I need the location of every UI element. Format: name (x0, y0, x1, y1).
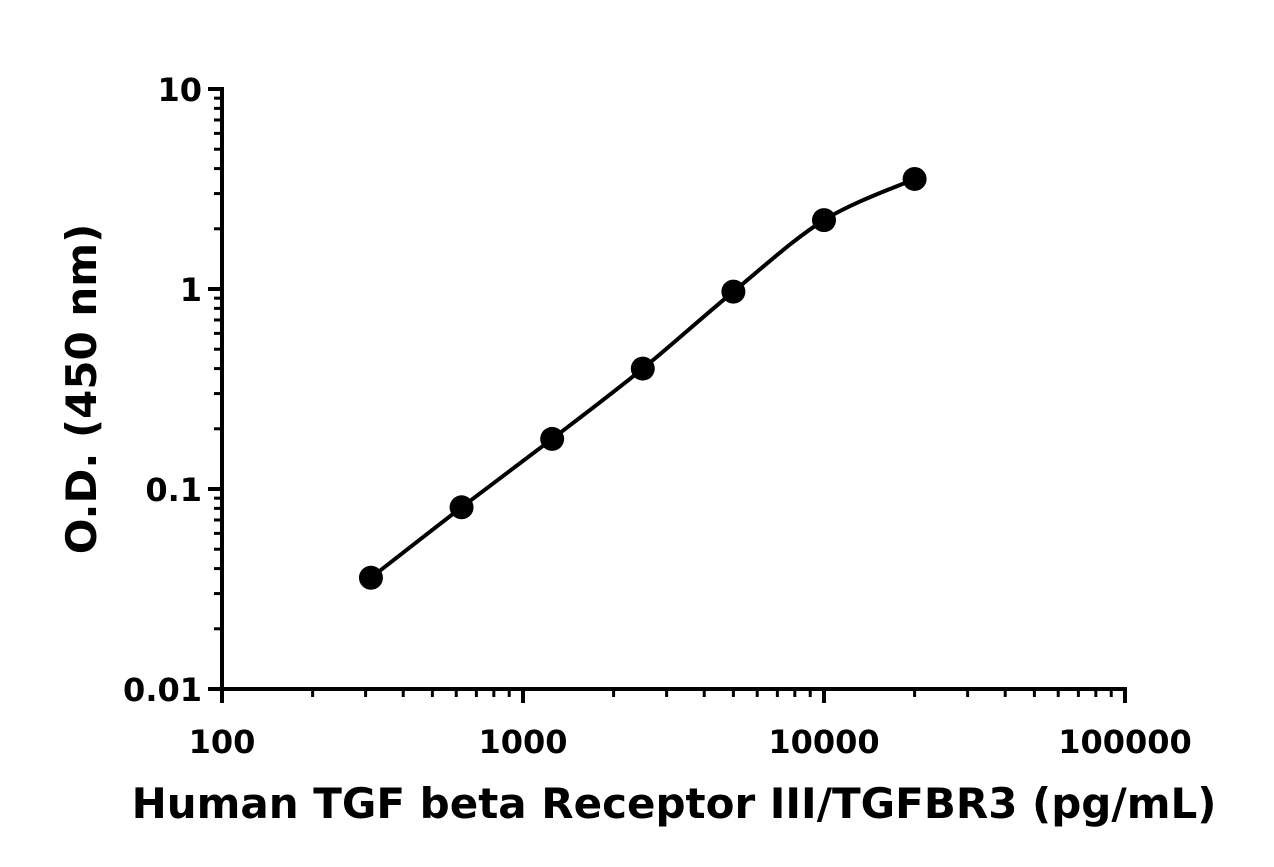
x-tick-label: 10000 (768, 723, 879, 761)
data-point (540, 426, 565, 451)
y-tick-label: 0.1 (145, 471, 202, 509)
axes (208, 87, 1127, 703)
tick-labels: 100 1000 10000 100000 0.01 0.1 1 10 (123, 71, 1192, 761)
data-point (721, 279, 746, 304)
data-point (902, 166, 927, 191)
data-point (630, 356, 655, 381)
x-tick-label: 1000 (478, 723, 567, 761)
y-tick-label: 1 (180, 271, 202, 309)
x-tick-label: 100 (189, 723, 256, 761)
data-points (358, 166, 927, 590)
x-axis-label: Human TGF beta Receptor III/TGFBR3 (pg/m… (132, 779, 1217, 828)
data-point (449, 495, 474, 520)
x-tick-label: 100000 (1058, 723, 1192, 761)
data-point (812, 208, 836, 233)
data-point (358, 565, 383, 590)
y-axis-label: O.D. (450 nm) (57, 224, 106, 555)
y-tick-label: 0.01 (123, 671, 202, 709)
y-tick-label: 10 (157, 71, 202, 109)
